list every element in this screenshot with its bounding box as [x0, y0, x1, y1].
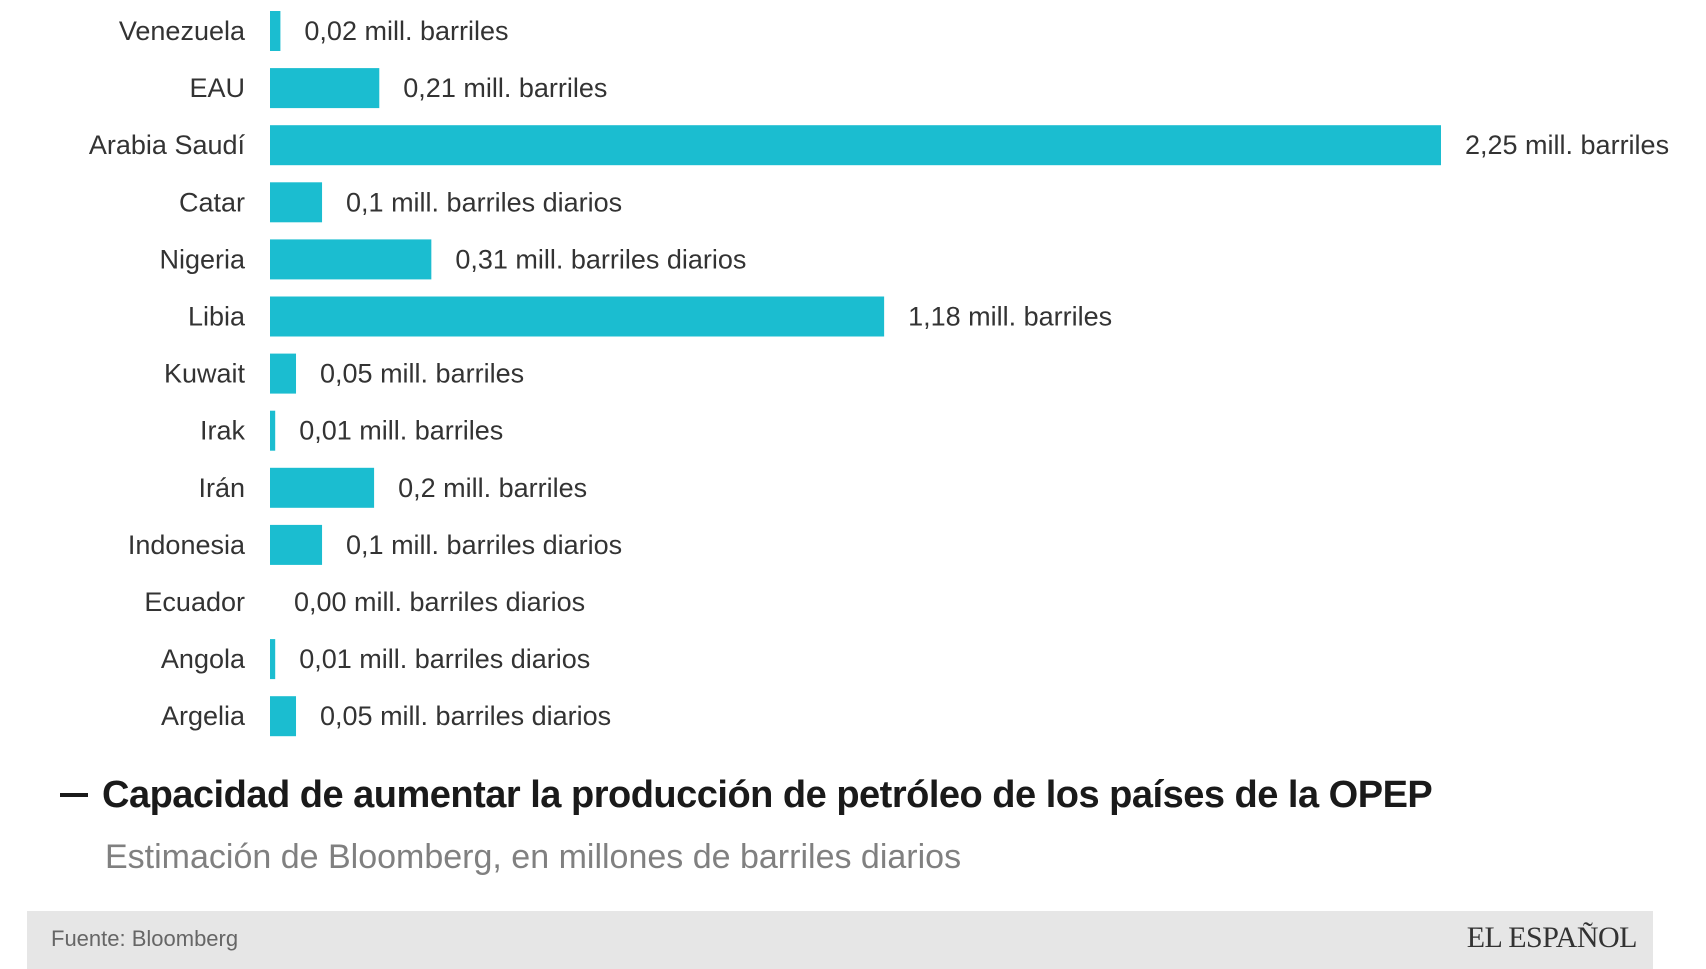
source-text: Fuente: Bloomberg	[51, 926, 239, 951]
category-label: Ecuador	[144, 587, 245, 617]
data-label: 0,1 mill. barriles diarios	[346, 530, 622, 560]
data-label: 0,00 mill. barriles diarios	[294, 587, 585, 617]
category-label: Indonesia	[128, 530, 246, 560]
chart-title: Capacidad de aumentar la producción de p…	[102, 773, 1433, 816]
bar	[270, 524, 323, 565]
category-label: Argelia	[161, 701, 246, 731]
data-label: 0,05 mill. barriles	[320, 359, 524, 389]
bar	[270, 639, 276, 680]
data-label: 0,2 mill. barriles	[398, 473, 587, 503]
title-dash	[60, 793, 88, 797]
data-label: 0,02 mill. barriles	[304, 16, 508, 46]
category-label: Nigeria	[159, 244, 246, 274]
bar	[270, 410, 276, 451]
el-espanol-logo: EL ESPAÑOL	[1466, 921, 1638, 954]
data-label: 0,1 mill. barriles diarios	[346, 187, 622, 217]
bar	[270, 296, 885, 337]
category-label: EAU	[189, 73, 245, 103]
bar	[270, 353, 297, 394]
data-label: 0,01 mill. barriles diarios	[299, 644, 590, 674]
bar	[270, 68, 380, 109]
bar	[270, 239, 432, 280]
data-label: 0,31 mill. barriles diarios	[455, 244, 746, 274]
data-label: 1,18 mill. barriles	[908, 302, 1112, 332]
footer: Fuente: Bloomberg EL ESPAÑOL	[27, 911, 1653, 969]
bar-chart: Venezuela 0,02 mill. barriles EAU 0,21 mill…	[89, 11, 1669, 737]
data-label: 0,01 mill. barriles	[299, 416, 503, 446]
bar	[270, 125, 1441, 166]
bar	[270, 11, 281, 51]
data-label: 2,25 mill. barriles	[1465, 130, 1669, 160]
bar	[270, 696, 297, 737]
chart-subtitle: Estimación de Bloomberg, en millones de …	[105, 838, 962, 876]
category-label: Arabia Saudí	[89, 130, 246, 160]
category-label: Libia	[188, 302, 246, 332]
category-label: Kuwait	[164, 359, 246, 389]
data-label: 0,21 mill. barriles	[403, 73, 607, 103]
data-label: 0,05 mill. barriles diarios	[320, 701, 611, 731]
category-label: Catar	[179, 187, 245, 217]
category-label: Angola	[161, 644, 246, 674]
title-block: Capacidad de aumentar la producción de p…	[60, 770, 1660, 820]
category-label: Irak	[200, 416, 246, 446]
bar	[270, 467, 375, 508]
category-label: Irán	[198, 473, 245, 503]
bar	[270, 182, 323, 223]
category-label: Venezuela	[119, 16, 246, 46]
